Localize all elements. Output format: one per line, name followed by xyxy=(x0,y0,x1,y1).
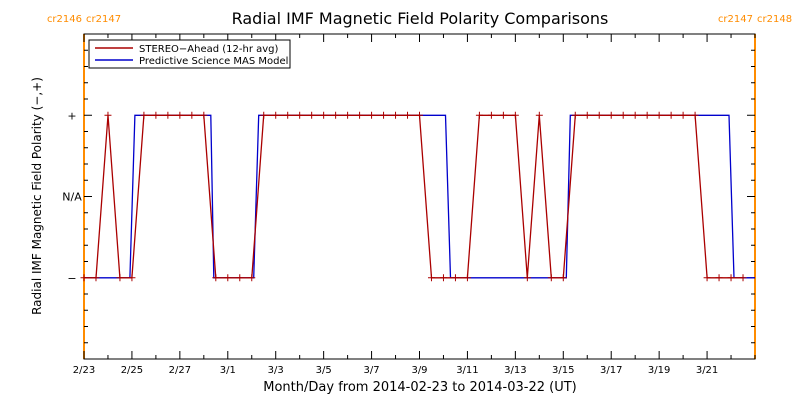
stereo-point xyxy=(404,111,412,119)
stereo-point xyxy=(380,111,388,119)
stereo-point xyxy=(260,111,268,119)
stereo-point xyxy=(80,274,88,282)
stereo-point xyxy=(703,274,711,282)
stereo-point xyxy=(499,111,507,119)
stereo-point xyxy=(344,111,352,119)
stereo-point xyxy=(356,111,364,119)
x-tick-label: 2/23 xyxy=(73,365,95,376)
x-tick-label: 3/13 xyxy=(504,365,526,376)
x-tick-label: 3/15 xyxy=(552,365,574,376)
x-tick-label: 2/27 xyxy=(169,365,191,376)
x-tick-label: 3/11 xyxy=(456,365,478,376)
stereo-point xyxy=(176,111,184,119)
x-tick-label: 2/25 xyxy=(121,365,143,376)
plot-frame xyxy=(83,33,756,360)
stereo-point xyxy=(511,111,519,119)
stereo-point xyxy=(284,111,292,119)
stereo-point xyxy=(92,274,100,282)
stereo-point xyxy=(463,274,471,282)
stereo-point xyxy=(272,111,280,119)
stereo-point xyxy=(248,274,256,282)
stereo-point xyxy=(679,111,687,119)
stereo-point xyxy=(607,111,615,119)
stereo-point xyxy=(739,274,747,282)
chart-title: Radial IMF Magnetic Field Polarity Compa… xyxy=(232,9,609,28)
stereo-point xyxy=(559,274,567,282)
stereo-point xyxy=(643,111,651,119)
stereo-point xyxy=(296,111,304,119)
stereo-line xyxy=(84,114,743,279)
stereo-point xyxy=(188,111,196,119)
model-line xyxy=(84,114,755,279)
carrington-label-right-1: cr2148 xyxy=(757,14,792,25)
stereo-point xyxy=(332,111,340,119)
x-tick-label: 3/5 xyxy=(316,365,332,376)
stereo-point xyxy=(667,111,675,119)
stereo-point xyxy=(392,111,400,119)
stereo-point xyxy=(451,274,459,282)
y-axis-label: Radial IMF Magnetic Field Polarity (−,+) xyxy=(30,77,44,315)
stereo-point xyxy=(224,274,232,282)
x-tick-label: 3/7 xyxy=(364,365,380,376)
y-tick-label: − xyxy=(67,272,76,285)
stereo-point xyxy=(571,111,579,119)
stereo-point xyxy=(368,111,376,119)
y-tick-label: + xyxy=(67,109,76,122)
stereo-point xyxy=(416,111,423,119)
x-tick-label: 3/21 xyxy=(696,365,718,376)
stereo-point xyxy=(152,111,160,119)
stereo-point xyxy=(583,111,591,119)
legend-box xyxy=(88,39,291,69)
stereo-point xyxy=(715,274,723,282)
stereo-point xyxy=(439,274,447,282)
stereo-point xyxy=(619,111,627,119)
stereo-point xyxy=(631,111,639,119)
stereo-point xyxy=(475,111,483,119)
stereo-point xyxy=(595,111,603,119)
legend-label-model: Predictive Science MAS Model xyxy=(139,56,288,67)
stereo-point xyxy=(535,111,543,119)
x-tick-label: 3/1 xyxy=(220,365,236,376)
carrington-label-left-1: cr2147 xyxy=(718,14,753,25)
x-tick-label: 3/3 xyxy=(268,365,284,376)
stereo-point xyxy=(236,274,244,282)
stereo-point xyxy=(128,274,136,282)
stereo-point xyxy=(547,274,555,282)
stereo-point xyxy=(523,274,531,282)
stereo-point xyxy=(320,111,328,119)
stereo-point xyxy=(104,111,112,119)
carrington-label-right-0: cr2147 xyxy=(86,14,121,25)
series-lines xyxy=(80,111,755,282)
y-tick-label: N/A xyxy=(62,191,82,204)
x-tick-label: 3/19 xyxy=(648,365,670,376)
x-tick-label: 3/17 xyxy=(600,365,622,376)
legend-label-stereo: STEREO−Ahead (12-hr avg) xyxy=(139,44,279,55)
stereo-point xyxy=(212,274,220,282)
stereo-point xyxy=(727,274,735,282)
x-axis-label: Month/Day from 2014-02-23 to 2014-03-22 … xyxy=(263,380,576,395)
stereo-point xyxy=(308,111,316,119)
stereo-point xyxy=(487,111,495,119)
stereo-point xyxy=(140,111,148,119)
stereo-point xyxy=(116,274,124,282)
stereo-point xyxy=(200,111,208,119)
carrington-label-left-0: cr2146 xyxy=(47,14,82,25)
stereo-point xyxy=(691,111,699,119)
axes: 2/23 2/25 2/27 3/1 3/3 3/5 3/7 3/9 3/11 3/13 3/15 3… xyxy=(62,33,756,376)
stereo-point xyxy=(427,274,435,282)
stereo-point xyxy=(655,111,663,119)
stereo-point xyxy=(164,111,172,119)
x-tick-label: 3/9 xyxy=(411,365,427,376)
legend: STEREO−Ahead (12-hr avg) Predictive Scie… xyxy=(88,39,291,69)
